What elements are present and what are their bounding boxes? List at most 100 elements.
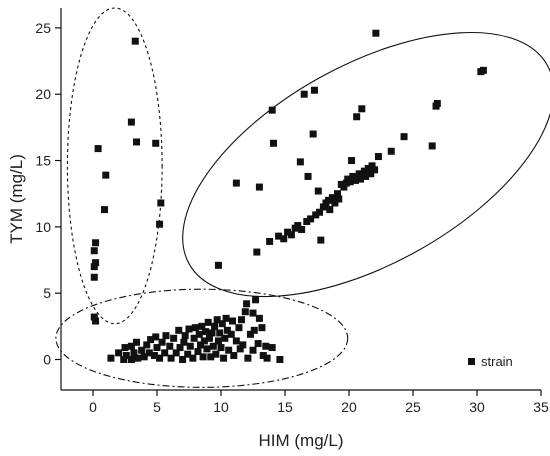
data-point bbox=[208, 329, 216, 337]
data-point bbox=[340, 183, 348, 191]
data-point bbox=[266, 237, 274, 245]
cluster-ellipse-3 bbox=[182, 31, 550, 298]
data-point bbox=[205, 334, 213, 342]
data-point bbox=[122, 352, 130, 360]
data-point bbox=[127, 342, 135, 350]
data-point bbox=[222, 314, 230, 322]
data-point bbox=[368, 162, 376, 170]
x-tick-label: 25 bbox=[405, 399, 421, 415]
data-point bbox=[372, 29, 380, 37]
data-point bbox=[239, 341, 247, 349]
data-point bbox=[351, 176, 359, 184]
data-point bbox=[220, 354, 228, 362]
y-axis-title: TYM (mg/L) bbox=[7, 154, 26, 244]
data-point bbox=[275, 232, 283, 240]
cluster-ellipses bbox=[55, 7, 550, 388]
data-point bbox=[263, 354, 271, 362]
data-point bbox=[367, 170, 375, 178]
data-point bbox=[479, 66, 487, 74]
data-point bbox=[319, 203, 327, 211]
data-point bbox=[156, 354, 164, 362]
data-point bbox=[92, 239, 100, 247]
data-point bbox=[212, 350, 220, 358]
data-point bbox=[152, 333, 160, 341]
data-point bbox=[259, 352, 267, 360]
y-axis-ticks: 0 5 10 15 20 25 bbox=[35, 20, 61, 367]
legend-marker-strain bbox=[468, 358, 475, 365]
data-point bbox=[194, 348, 202, 356]
data-point bbox=[316, 208, 324, 216]
data-point bbox=[246, 330, 254, 338]
data-point bbox=[244, 354, 252, 362]
data-point bbox=[162, 332, 170, 340]
data-point bbox=[120, 355, 128, 363]
x-tick-label: 15 bbox=[277, 399, 293, 415]
data-point bbox=[176, 344, 184, 352]
data-point bbox=[158, 338, 166, 346]
data-point bbox=[175, 326, 183, 334]
data-point bbox=[214, 337, 222, 345]
data-point bbox=[358, 105, 366, 113]
data-point bbox=[200, 337, 208, 345]
data-point bbox=[357, 175, 365, 183]
data-point bbox=[312, 211, 320, 219]
data-point bbox=[147, 336, 155, 344]
data-point bbox=[249, 346, 257, 354]
data-point bbox=[309, 130, 317, 138]
data-point bbox=[156, 220, 164, 228]
y-tick-label: 0 bbox=[43, 351, 51, 367]
data-point bbox=[92, 317, 100, 325]
data-points bbox=[90, 29, 487, 363]
x-tick-label: 5 bbox=[153, 399, 161, 415]
y-tick-label: 20 bbox=[35, 86, 51, 102]
data-point bbox=[90, 273, 98, 281]
data-point bbox=[115, 349, 123, 357]
data-point bbox=[304, 172, 312, 180]
axes: 0 5 10 15 20 25 30 35 0 5 10 15 20 25 bbox=[35, 8, 549, 415]
data-point bbox=[360, 167, 368, 175]
data-point bbox=[333, 190, 341, 198]
data-point bbox=[161, 349, 169, 357]
data-point bbox=[433, 100, 441, 107]
data-point bbox=[186, 342, 194, 350]
data-point bbox=[204, 318, 212, 326]
data-point bbox=[349, 172, 357, 180]
data-point bbox=[198, 322, 206, 330]
data-point bbox=[310, 86, 318, 94]
data-point bbox=[107, 354, 115, 362]
data-point bbox=[185, 325, 193, 333]
legend-label-strain: strain bbox=[481, 354, 513, 369]
data-point bbox=[331, 199, 339, 207]
x-axis-ticks: 0 5 10 15 20 25 30 35 bbox=[89, 390, 549, 415]
data-point bbox=[127, 355, 135, 363]
data-point bbox=[280, 235, 288, 243]
data-point bbox=[216, 329, 224, 337]
data-point bbox=[236, 345, 244, 353]
data-point bbox=[217, 344, 225, 352]
data-point bbox=[296, 158, 304, 166]
data-point bbox=[269, 139, 277, 147]
data-point bbox=[172, 349, 180, 357]
data-point bbox=[362, 172, 370, 180]
data-point bbox=[190, 334, 198, 342]
x-axis-title: HIM (mg/L) bbox=[259, 431, 344, 450]
data-point bbox=[218, 320, 226, 328]
data-point bbox=[387, 147, 395, 155]
data-point bbox=[184, 350, 192, 358]
data-point bbox=[276, 355, 284, 363]
data-point bbox=[232, 337, 240, 345]
data-point bbox=[255, 183, 263, 191]
cluster-ellipse-2 bbox=[55, 288, 349, 388]
data-point bbox=[335, 195, 343, 203]
data-point bbox=[223, 326, 231, 334]
data-point bbox=[157, 199, 165, 207]
data-point bbox=[130, 349, 138, 357]
data-point bbox=[131, 37, 139, 45]
data-point bbox=[134, 354, 142, 362]
data-point bbox=[145, 349, 153, 357]
data-point bbox=[355, 170, 363, 178]
data-point bbox=[138, 346, 146, 354]
data-point bbox=[225, 346, 233, 354]
